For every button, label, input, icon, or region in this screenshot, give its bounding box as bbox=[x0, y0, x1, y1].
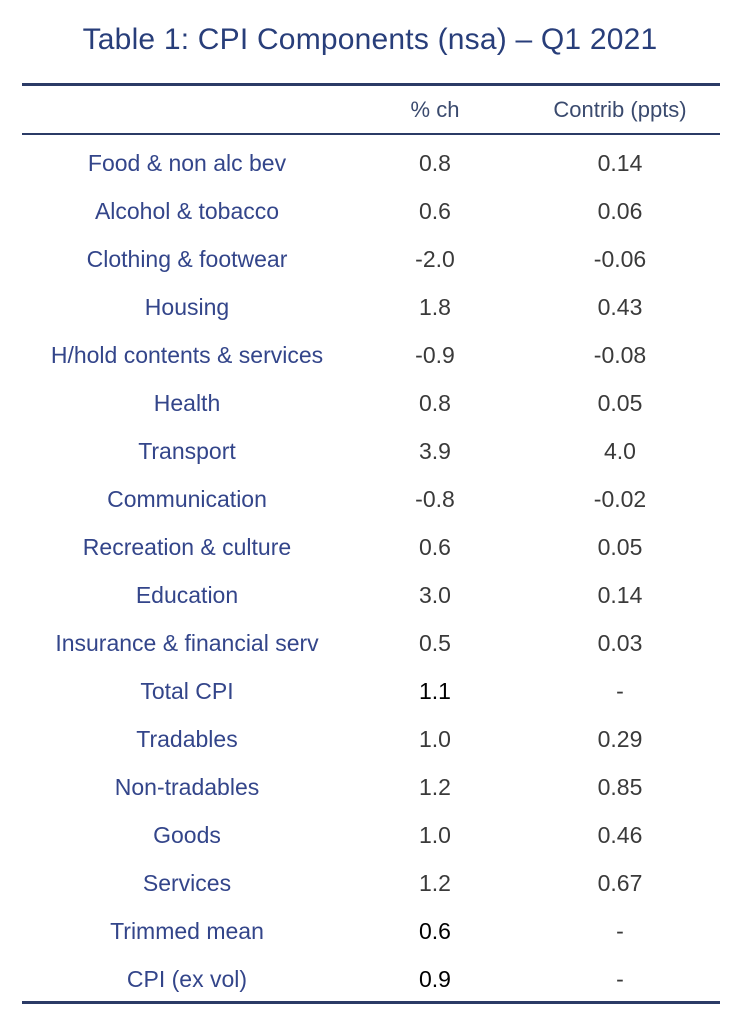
row-pct-change: 1.0 bbox=[419, 822, 451, 848]
row-contribution: 0.05 bbox=[597, 534, 643, 560]
table-row: Non-tradables 1.2 0.85 bbox=[0, 763, 740, 811]
row-contribution: 0.29 bbox=[597, 726, 643, 752]
table-row: Health 0.8 0.05 bbox=[0, 379, 740, 427]
table-row: Trimmed mean 0.6 - bbox=[0, 907, 740, 955]
table-row: Tradables 1.0 0.29 bbox=[0, 715, 740, 763]
row-label: Trimmed mean bbox=[110, 918, 264, 944]
row-pct-change: -2.0 bbox=[415, 246, 455, 272]
row-pct-change: -0.8 bbox=[415, 486, 455, 512]
row-contribution: -0.08 bbox=[593, 342, 647, 368]
row-pct-change: 1.8 bbox=[419, 294, 451, 320]
row-pct-change: 1.2 bbox=[419, 774, 451, 800]
row-contribution: 0.46 bbox=[597, 822, 643, 848]
table-row: Total CPI 1.1 - bbox=[0, 667, 740, 715]
table-row: H/hold contents & services -0.9 -0.08 bbox=[0, 331, 740, 379]
row-pct-change: 1.0 bbox=[419, 726, 451, 752]
table-row: Alcohol & tobacco 0.6 0.06 bbox=[0, 187, 740, 235]
row-pct-change: 0.6 bbox=[419, 534, 451, 560]
row-label: Services bbox=[142, 870, 232, 896]
row-label: Communication bbox=[107, 486, 267, 512]
table-row: Transport 3.9 4.0 bbox=[0, 427, 740, 475]
row-label: Goods bbox=[153, 822, 221, 848]
row-label: Alcohol & tobacco bbox=[94, 198, 280, 224]
row-label: Housing bbox=[144, 294, 230, 320]
row-contribution: 0.67 bbox=[597, 870, 643, 896]
row-pct-change: 0.6 bbox=[419, 198, 451, 224]
row-label: Recreation & culture bbox=[82, 534, 292, 560]
row-contribution: 0.14 bbox=[597, 150, 643, 176]
table-row: Education 3.0 0.14 bbox=[0, 571, 740, 619]
table-body: Food & non alc bev 0.8 0.14 Alcohol & tobac… bbox=[0, 139, 740, 999]
row-contribution: 0.85 bbox=[597, 774, 643, 800]
row-contribution: - bbox=[616, 918, 624, 944]
row-label: Clothing & footwear bbox=[86, 246, 288, 272]
table-row: Insurance & financial serv 0.5 0.03 bbox=[0, 619, 740, 667]
row-label: CPI (ex vol) bbox=[126, 966, 248, 992]
row-pct-change: 0.8 bbox=[419, 150, 451, 176]
row-label: H/hold contents & services bbox=[50, 342, 324, 368]
row-pct-change: 0.8 bbox=[419, 390, 451, 416]
row-contribution: 0.03 bbox=[597, 630, 643, 656]
table-row: CPI (ex vol) 0.9 - bbox=[0, 955, 740, 1003]
row-pct-change: 3.0 bbox=[419, 582, 451, 608]
table-row: Clothing & footwear -2.0 -0.06 bbox=[0, 235, 740, 283]
row-label: Transport bbox=[138, 438, 236, 464]
row-contribution: 0.06 bbox=[597, 198, 643, 224]
row-pct-change: 0.9 bbox=[419, 966, 451, 992]
row-label: Tradables bbox=[136, 726, 238, 752]
table-row: Services 1.2 0.67 bbox=[0, 859, 740, 907]
table-header-row: % ch Contrib (ppts) bbox=[0, 88, 740, 132]
row-pct-change: 0.6 bbox=[419, 918, 451, 944]
row-pct-change: 1.2 bbox=[419, 870, 451, 896]
row-contribution: 0.43 bbox=[597, 294, 643, 320]
row-pct-change: 3.9 bbox=[419, 438, 451, 464]
table-row: Housing 1.8 0.43 bbox=[0, 283, 740, 331]
row-contribution: -0.02 bbox=[593, 486, 647, 512]
row-contribution: 0.14 bbox=[597, 582, 643, 608]
header-contribution: Contrib (ppts) bbox=[553, 97, 687, 122]
table-row: Recreation & culture 0.6 0.05 bbox=[0, 523, 740, 571]
header-label-cell bbox=[22, 88, 352, 132]
row-label: Education bbox=[135, 582, 239, 608]
table-top-rule bbox=[22, 83, 720, 86]
row-label: Health bbox=[153, 390, 221, 416]
row-label: Food & non alc bev bbox=[87, 150, 287, 176]
row-contribution: - bbox=[616, 966, 624, 992]
row-pct-change: -0.9 bbox=[415, 342, 455, 368]
table-row: Goods 1.0 0.46 bbox=[0, 811, 740, 859]
table-row: Communication -0.8 -0.02 bbox=[0, 475, 740, 523]
row-pct-change: 1.1 bbox=[419, 678, 451, 704]
row-label: Non-tradables bbox=[114, 774, 260, 800]
row-label: Total CPI bbox=[140, 678, 234, 704]
row-contribution: 0.05 bbox=[597, 390, 643, 416]
row-label: Insurance & financial serv bbox=[55, 630, 319, 656]
row-pct-change: 0.5 bbox=[419, 630, 451, 656]
table-bottom-rule bbox=[22, 1001, 720, 1004]
row-contribution: -0.06 bbox=[593, 246, 647, 272]
row-contribution: 4.0 bbox=[604, 438, 636, 464]
table-row: Food & non alc bev 0.8 0.14 bbox=[0, 139, 740, 187]
header-pct-change: % ch bbox=[410, 97, 460, 122]
table-header-rule bbox=[22, 133, 720, 135]
table-title: Table 1: CPI Components (nsa) – Q1 2021 bbox=[82, 23, 658, 56]
row-contribution: - bbox=[616, 678, 624, 704]
